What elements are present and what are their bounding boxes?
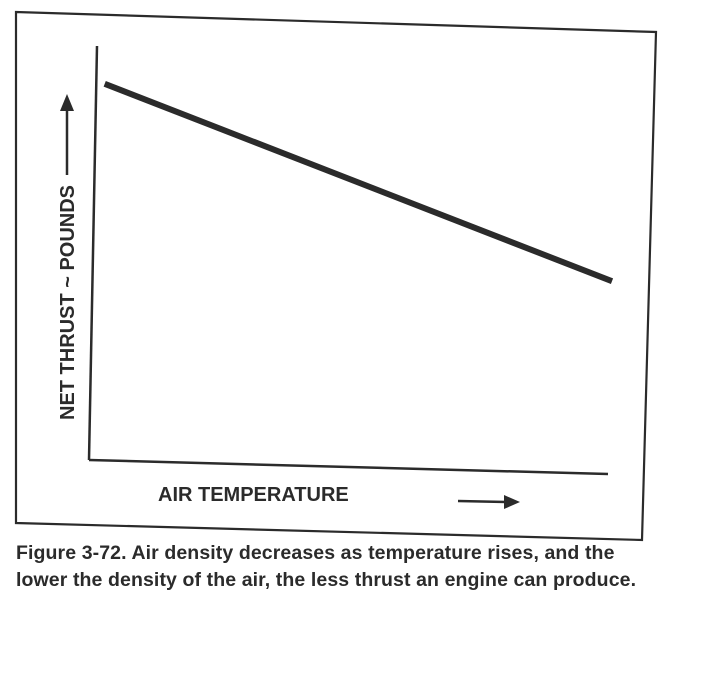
y-axis (87, 45, 99, 461)
x-axis-arrow-shaft (457, 499, 507, 504)
series-line-0 (103, 81, 614, 284)
x-axis (88, 458, 609, 476)
y-axis-title-group: NET THRUST ~ POUNDS (57, 94, 79, 420)
plot-area (103, 81, 614, 284)
x-axis-title: AIR TEMPERATURE (158, 484, 349, 506)
x-axis-arrow-head (504, 495, 520, 509)
y-axis-arrow-head (60, 94, 74, 111)
figure-border (14, 10, 658, 542)
y-axis-title: NET THRUST ~ POUNDS (57, 185, 79, 420)
figure-caption: Figure 3-72. Air density decreases as te… (16, 542, 637, 591)
